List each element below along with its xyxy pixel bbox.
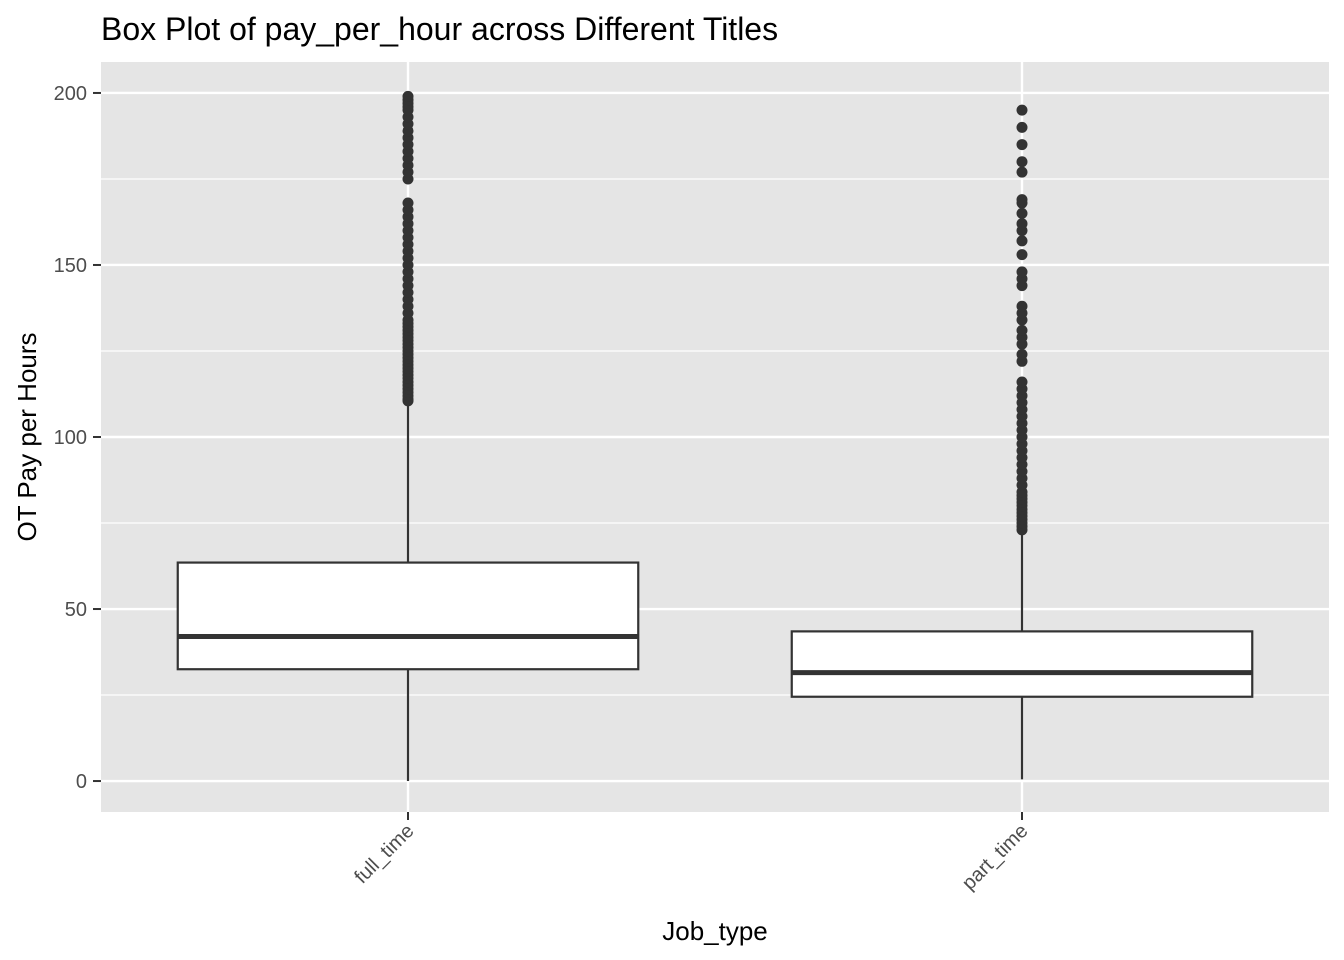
- box-part_time: [790, 104, 1254, 780]
- outlier-point: [402, 197, 414, 209]
- x-tick-label: full_time: [350, 820, 418, 888]
- outlier-point: [1016, 104, 1028, 116]
- y-axis-title: OT Pay per Hours: [12, 332, 42, 541]
- x-axis: full_time part_time: [350, 812, 1033, 895]
- outlier-point: [1016, 348, 1028, 360]
- x-axis-title: Job_type: [662, 916, 768, 946]
- outlier-point: [1016, 166, 1028, 178]
- outlier-point: [1016, 266, 1028, 278]
- outlier-point: [1016, 156, 1028, 168]
- outlier-point: [1016, 121, 1028, 133]
- outlier-point: [1016, 324, 1028, 336]
- box-full_time: [176, 90, 640, 782]
- outlier-point: [402, 90, 414, 102]
- y-tick-label: 100: [54, 427, 87, 449]
- outlier-point: [1016, 139, 1028, 151]
- x-tick-label: part_time: [958, 820, 1033, 895]
- box-layer: [176, 90, 1254, 782]
- chart-title: Box Plot of pay_per_hour across Differen…: [101, 11, 778, 47]
- outlier-point: [1016, 207, 1028, 219]
- outlier-point: [1016, 218, 1028, 230]
- y-tick-label: 150: [54, 255, 87, 277]
- outlier-point: [1016, 376, 1028, 388]
- y-axis: 0 50 100 150 200: [54, 83, 101, 793]
- y-tick-label: 0: [76, 771, 87, 793]
- y-tick-label: 200: [54, 83, 87, 105]
- y-tick-label: 50: [65, 599, 87, 621]
- box-iqr: [176, 561, 640, 671]
- outlier-point: [1016, 249, 1028, 261]
- outlier-point: [1016, 235, 1028, 247]
- box-iqr: [790, 630, 1254, 698]
- outlier-point: [1016, 300, 1028, 312]
- outlier-point: [1016, 194, 1028, 206]
